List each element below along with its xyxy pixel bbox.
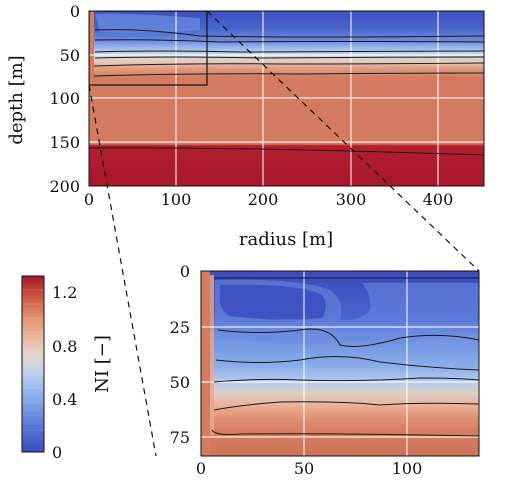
main-xtick-1: 100 bbox=[161, 190, 192, 209]
colorbar: 1.2 0.8 0.4 0 NI [−] bbox=[21, 275, 113, 462]
main-ytick-4: 200 bbox=[49, 177, 80, 196]
colorbar-tick-0: 1.2 bbox=[52, 283, 77, 302]
main-xtick-4: 400 bbox=[423, 190, 454, 209]
main-x-label: radius [m] bbox=[239, 229, 333, 250]
main-plot bbox=[88, 10, 485, 187]
inset-wall-strip-2 bbox=[210, 275, 214, 435]
main-frame bbox=[88, 10, 485, 187]
inset-y-ticks: 0 25 50 75 bbox=[170, 262, 190, 447]
main-x-ticks: 0 100 200 300 400 bbox=[84, 190, 453, 209]
inset-ytick-2: 50 bbox=[170, 373, 190, 392]
inset-xtick-2: 100 bbox=[392, 459, 423, 478]
inset-ytick-1: 25 bbox=[170, 318, 190, 337]
main-xtick-3: 300 bbox=[336, 190, 367, 209]
inset-dark-core bbox=[219, 284, 326, 320]
colorbar-gradient bbox=[21, 275, 45, 453]
main-y-ticks: 0 50 100 150 200 bbox=[49, 2, 80, 196]
main-grid bbox=[89, 11, 484, 186]
colorbar-tick-1: 0.8 bbox=[52, 337, 77, 356]
main-ytick-2: 100 bbox=[49, 89, 80, 108]
main-y-label: depth [m] bbox=[6, 55, 27, 144]
main-xtick-2: 200 bbox=[248, 190, 279, 209]
main-ytick-3: 150 bbox=[49, 133, 80, 152]
inset-ytick-3: 75 bbox=[170, 428, 190, 447]
inset-ytick-0: 0 bbox=[180, 262, 190, 281]
inset-grid bbox=[201, 271, 479, 456]
inset-plot bbox=[200, 270, 480, 457]
inset-wall-strip bbox=[201, 271, 210, 456]
inset-frame bbox=[200, 270, 480, 457]
inset-contours bbox=[211, 277, 479, 437]
main-xtick-0: 0 bbox=[84, 190, 94, 209]
main-ytick-1: 50 bbox=[60, 46, 80, 65]
colorbar-bands bbox=[22, 289, 44, 431]
colorbar-tick-2: 0.4 bbox=[52, 390, 77, 409]
inset-xtick-1: 50 bbox=[294, 459, 314, 478]
inset-xtick-0: 0 bbox=[196, 459, 206, 478]
colorbar-label: NI [−] bbox=[92, 335, 113, 393]
colorbar-tick-3: 0 bbox=[52, 443, 62, 462]
main-ytick-0: 0 bbox=[70, 2, 80, 21]
main-wall-strip bbox=[89, 11, 94, 86]
zoom-connectors bbox=[88, 10, 480, 457]
inset-region-box bbox=[89, 11, 208, 86]
main-blue-tongue bbox=[95, 13, 200, 33]
inset-x-ticks: 0 50 100 bbox=[196, 459, 422, 478]
